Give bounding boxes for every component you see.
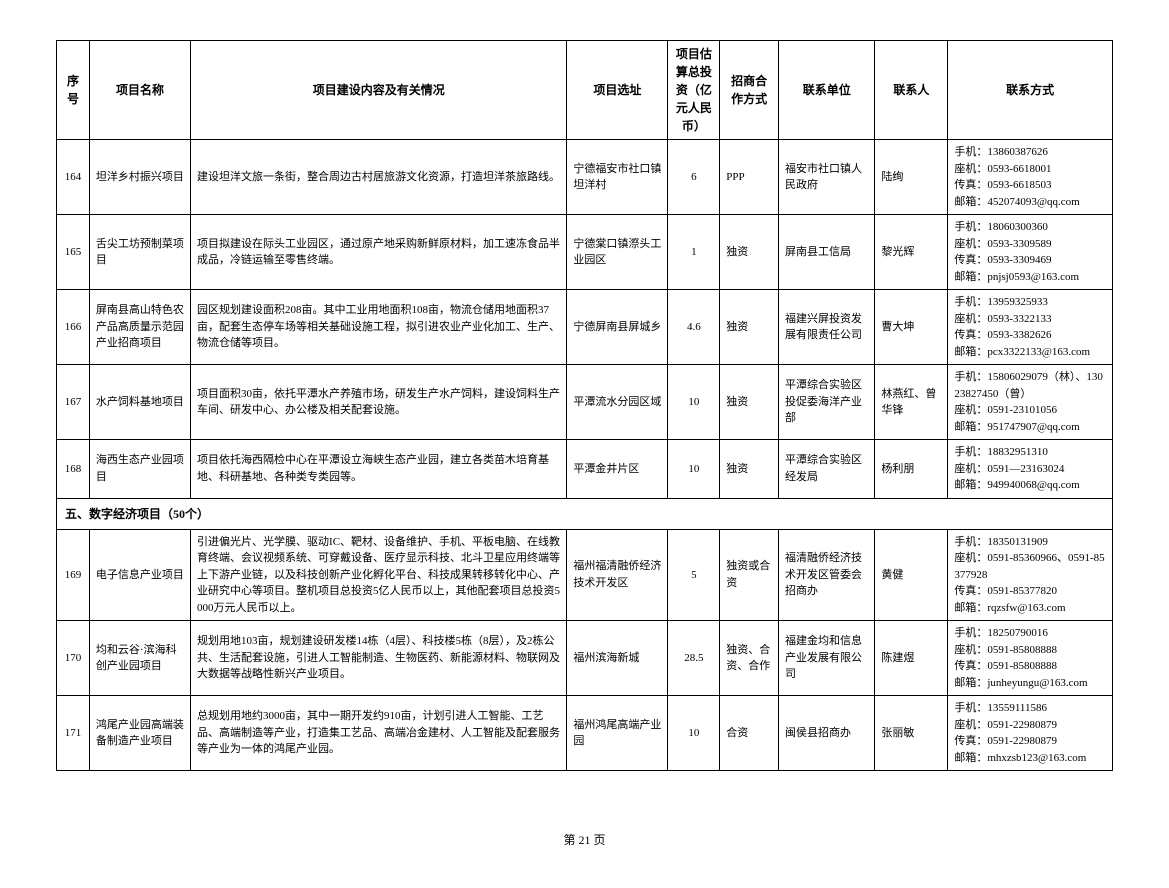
table-row: 168海西生态产业园项目项目依托海西隔检中心在平潭设立海峡生态产业园，建立各类苗… [57,440,1113,499]
cell-inv: 10 [668,440,720,499]
cell-person: 陆绚 [875,140,948,215]
cell-unit: 闽侯县招商办 [779,696,875,771]
cell-person: 曹大坤 [875,290,948,365]
cell-inv: 28.5 [668,621,720,696]
section-header-row: 五、数字经济项目（50个） [57,498,1113,529]
cell-inv: 4.6 [668,290,720,365]
cell-inv: 6 [668,140,720,215]
table-row: 169电子信息产业项目引进偏光片、光学膜、驱动IC、靶材、设备维护、手机、平板电… [57,529,1113,621]
cell-name: 坦洋乡村振兴项目 [89,140,190,215]
cell-mode: 独资 [720,215,779,290]
cell-loc: 平潭金井片区 [567,440,668,499]
cell-inv: 1 [668,215,720,290]
cell-inv: 5 [668,529,720,621]
cell-contact: 手机：13959325933座机：0593-3322133传真：0593-338… [948,290,1113,365]
cell-contact: 手机：18250790016座机：0591-85808888传真：0591-85… [948,621,1113,696]
cell-person: 黄健 [875,529,948,621]
cell-mode: 独资 [720,440,779,499]
cell-mode: 独资 [720,365,779,440]
cell-inv: 10 [668,696,720,771]
cell-contact: 手机：18832951310座机：0591—23163024邮箱：9499400… [948,440,1113,499]
cell-person: 张丽敏 [875,696,948,771]
table-row: 171鸿尾产业园高端装备制造产业项目总规划用地约3000亩，其中一期开发约910… [57,696,1113,771]
cell-seq: 171 [57,696,90,771]
cell-name: 舌尖工坊预制菜项目 [89,215,190,290]
cell-mode: 独资、合资、合作 [720,621,779,696]
page-number: 第 21 页 [56,831,1113,848]
section-title: 五、数字经济项目（50个） [57,498,1113,529]
cell-desc: 总规划用地约3000亩，其中一期开发约910亩，计划引进人工智能、工艺品、高端制… [191,696,567,771]
column-header: 项目选址 [567,41,668,140]
cell-desc: 项目依托海西隔检中心在平潭设立海峡生态产业园，建立各类苗木培育基地、科研基地、各… [191,440,567,499]
cell-mode: 合资 [720,696,779,771]
column-header: 联系人 [875,41,948,140]
cell-name: 海西生态产业园项目 [89,440,190,499]
cell-person: 林燕红、曾华锋 [875,365,948,440]
cell-unit: 屏南县工信局 [779,215,875,290]
cell-desc: 园区规划建设面积208亩。其中工业用地面积108亩，物流仓储用地面积37亩，配套… [191,290,567,365]
table-header: 序号项目名称项目建设内容及有关情况项目选址项目估算总投资（亿元人民币）招商合作方… [57,41,1113,140]
cell-person: 杨利朋 [875,440,948,499]
cell-person: 陈建煜 [875,621,948,696]
column-header: 项目名称 [89,41,190,140]
cell-loc: 宁德屏南县屏城乡 [567,290,668,365]
cell-mode: 独资或合资 [720,529,779,621]
column-header: 序号 [57,41,90,140]
cell-seq: 164 [57,140,90,215]
cell-unit: 平潭综合实验区经发局 [779,440,875,499]
cell-name: 水产饲料基地项目 [89,365,190,440]
cell-name: 均和云谷·滨海科创产业园项目 [89,621,190,696]
column-header: 联系单位 [779,41,875,140]
cell-desc: 引进偏光片、光学膜、驱动IC、靶材、设备维护、手机、平板电脑、在线教育终端、会议… [191,529,567,621]
cell-unit: 福安市社口镇人民政府 [779,140,875,215]
cell-name: 电子信息产业项目 [89,529,190,621]
cell-loc: 宁德棠口镇漈头工业园区 [567,215,668,290]
column-header: 项目建设内容及有关情况 [191,41,567,140]
cell-mode: PPP [720,140,779,215]
cell-loc: 福州鸿尾高端产业园 [567,696,668,771]
cell-desc: 规划用地103亩，规划建设研发楼14栋（4层）、科技楼5栋（8层），及2栋公共、… [191,621,567,696]
cell-seq: 168 [57,440,90,499]
table-row: 165舌尖工坊预制菜项目项目拟建设在际头工业园区，通过原产地采购新鲜原材料，加工… [57,215,1113,290]
cell-inv: 10 [668,365,720,440]
cell-loc: 福州福清融侨经济技术开发区 [567,529,668,621]
table-row: 166屏南县高山特色农产品高质量示范园产业招商项目园区规划建设面积208亩。其中… [57,290,1113,365]
cell-seq: 169 [57,529,90,621]
project-table: 序号项目名称项目建设内容及有关情况项目选址项目估算总投资（亿元人民币）招商合作方… [56,40,1113,771]
table-row: 167水产饲料基地项目项目面积30亩，依托平潭水产养殖市场，研发生产水产饲料，建… [57,365,1113,440]
column-header: 招商合作方式 [720,41,779,140]
cell-name: 屏南县高山特色农产品高质量示范园产业招商项目 [89,290,190,365]
cell-loc: 宁德福安市社口镇坦洋村 [567,140,668,215]
cell-seq: 170 [57,621,90,696]
cell-contact: 手机：13559111586座机：0591-22980879传真：0591-22… [948,696,1113,771]
cell-seq: 167 [57,365,90,440]
cell-person: 黎光辉 [875,215,948,290]
cell-desc: 建设坦洋文旅一条街，整合周边古村居旅游文化资源，打造坦洋茶旅路线。 [191,140,567,215]
cell-loc: 福州滨海新城 [567,621,668,696]
cell-contact: 手机：13860387626座机：0593-6618001传真：0593-661… [948,140,1113,215]
cell-contact: 手机：15806029079（林）、13023827450（曾）座机：0591-… [948,365,1113,440]
cell-contact: 手机：18350131909座机：0591-85360966、0591-8537… [948,529,1113,621]
cell-desc: 项目拟建设在际头工业园区，通过原产地采购新鲜原材料，加工速冻食品半成品，冷链运输… [191,215,567,290]
cell-unit: 福建兴屏投资发展有限责任公司 [779,290,875,365]
cell-unit: 平潭综合实验区投促委海洋产业部 [779,365,875,440]
cell-desc: 项目面积30亩，依托平潭水产养殖市场，研发生产水产饲料，建设饲料生产车间、研发中… [191,365,567,440]
table-row: 170均和云谷·滨海科创产业园项目规划用地103亩，规划建设研发楼14栋（4层）… [57,621,1113,696]
cell-unit: 福建金均和信息产业发展有限公司 [779,621,875,696]
column-header: 项目估算总投资（亿元人民币） [668,41,720,140]
table-row: 164坦洋乡村振兴项目建设坦洋文旅一条街，整合周边古村居旅游文化资源，打造坦洋茶… [57,140,1113,215]
cell-unit: 福清融侨经济技术开发区管委会招商办 [779,529,875,621]
cell-contact: 手机：18060300360座机：0593-3309589传真：0593-330… [948,215,1113,290]
cell-name: 鸿尾产业园高端装备制造产业项目 [89,696,190,771]
cell-seq: 166 [57,290,90,365]
column-header: 联系方式 [948,41,1113,140]
cell-mode: 独资 [720,290,779,365]
cell-loc: 平潭流水分园区域 [567,365,668,440]
cell-seq: 165 [57,215,90,290]
